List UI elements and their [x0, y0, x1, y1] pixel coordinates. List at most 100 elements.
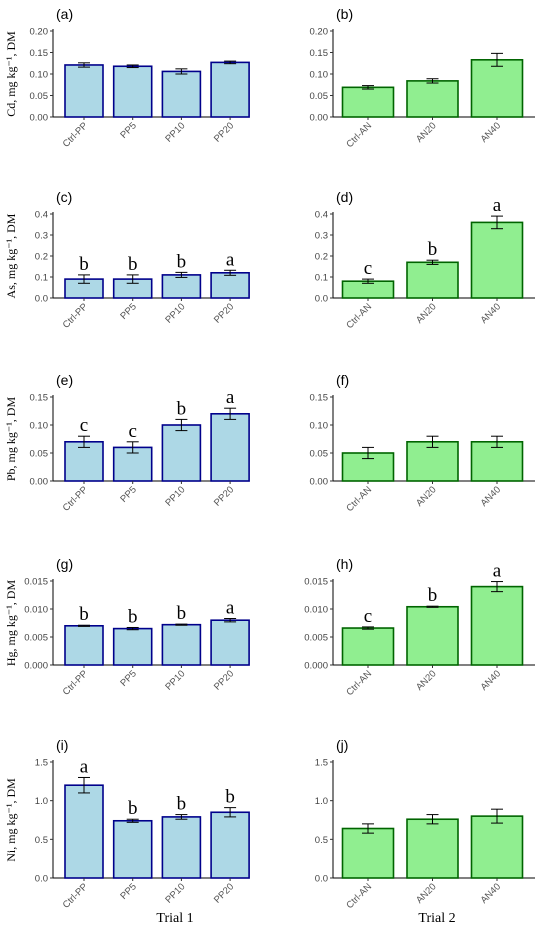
y-tick-label: 0.0 — [315, 294, 328, 305]
error-bar — [224, 60, 237, 65]
bar — [210, 412, 250, 482]
significance-letter: b — [128, 606, 138, 627]
y-tick-label: 0.05 — [30, 91, 49, 102]
x-tick-label: PP5 — [118, 301, 138, 321]
bar — [470, 440, 524, 482]
significance-letter: b — [177, 398, 187, 419]
significance-letter: b — [79, 254, 89, 275]
bar — [341, 86, 395, 118]
y-tick-label: 0.010 — [304, 605, 328, 616]
bar — [161, 816, 202, 879]
bar — [406, 605, 459, 666]
significance-letter: a — [226, 598, 235, 619]
significance-letter: a — [226, 387, 235, 408]
y-tick-label: 0.05 — [310, 91, 329, 102]
bar — [470, 815, 524, 879]
x-tick-label: AN20 — [414, 881, 439, 906]
error-bar — [175, 623, 188, 626]
y-tick-label: 1.0 — [35, 796, 48, 807]
y-tick-label: 0.1 — [315, 273, 328, 284]
x-tick-label: AN20 — [414, 301, 439, 326]
x-tick-label: PP10 — [163, 881, 187, 905]
y-tick-label: 0.015 — [304, 577, 328, 588]
error-bar — [224, 407, 237, 420]
y-tick-label: 1.5 — [35, 758, 48, 769]
y-tick-label: 0.15 — [310, 393, 329, 404]
error-bar — [78, 62, 90, 68]
y-tick-label: 0.010 — [24, 605, 48, 616]
x-tick-label: PP10 — [163, 484, 187, 508]
significance-letter: b — [428, 239, 438, 260]
panel-h: 0.000 0.005 0.010 0.015 (h) c Ctrl-AN b AN20 a AN4… — [304, 556, 535, 698]
y-axis-title: Pb, mg kg⁻¹, DM — [4, 397, 18, 482]
y-axis-title: As, mg kg⁻¹, DM — [4, 213, 18, 298]
error-bar — [426, 259, 439, 265]
panel-g: 0.000 0.005 0.010 0.015 (g) Hg, mg kg⁻¹, DM b C… — [4, 556, 250, 698]
y-axis-title: Hg, mg kg⁻¹, DM — [4, 580, 18, 667]
x-tick-label: AN40 — [479, 668, 504, 693]
bar — [406, 80, 459, 118]
error-bar — [426, 605, 439, 608]
y-axis-title: Ni, mg kg⁻¹, DM — [4, 778, 18, 862]
bar — [470, 585, 524, 666]
panel-j: 0.0 0.5 1.0 1.5 (j) Ctrl-AN AN20 AN40 — [315, 737, 535, 911]
error-bar — [78, 435, 90, 448]
y-tick-label: 0.005 — [304, 633, 328, 644]
error-bar — [491, 435, 503, 448]
y-tick-label: 0.0 — [35, 294, 48, 305]
error-bar — [426, 814, 439, 825]
y-tick-label: 0.2 — [315, 252, 328, 263]
y-tick-label: 0.0 — [315, 874, 328, 885]
significance-letter: a — [226, 249, 235, 270]
error-bar — [224, 807, 237, 818]
y-tick-label: 0.00 — [310, 477, 329, 488]
y-tick-label: 0.15 — [310, 48, 329, 59]
error-bar — [491, 808, 503, 824]
significance-letter: b — [428, 585, 438, 606]
error-bar — [126, 626, 139, 631]
bar — [406, 818, 459, 879]
y-tick-label: 0.20 — [310, 27, 329, 38]
x-tick-label: PP5 — [118, 484, 138, 504]
y-tick-label: 0.05 — [310, 449, 329, 460]
x-tick-label: PP10 — [163, 301, 187, 325]
panel-label: (h) — [336, 556, 353, 572]
significance-letter: c — [364, 606, 372, 627]
x-tick-label: AN40 — [479, 120, 504, 145]
x-tick-label: Ctrl-AN — [344, 120, 374, 150]
panel-f: 0.00 0.05 0.10 0.15 (f) Ctrl-AN AN20 AN40 — [310, 372, 535, 514]
panel-label: (g) — [56, 556, 73, 572]
error-bar — [78, 776, 90, 794]
bar — [406, 261, 459, 299]
panel-e: 0.00 0.05 0.10 0.15 (e) Pb, mg kg⁻¹, DM c Ctrl-… — [4, 372, 250, 514]
significance-letter: b — [128, 798, 138, 819]
panel-i: 0.0 0.5 1.0 1.5 (i) Ni, mg kg⁻¹, DM a Ctrl-PP b P… — [4, 737, 250, 911]
bar — [210, 619, 250, 666]
error-bar — [175, 418, 188, 432]
x-tick-label: Ctrl-AN — [344, 484, 374, 514]
panel-label: (f) — [336, 372, 349, 388]
error-bar — [126, 441, 139, 454]
significance-letter: a — [493, 195, 502, 216]
significance-letter: b — [177, 794, 187, 815]
bar — [161, 274, 202, 299]
error-bar — [126, 64, 139, 69]
x-tick-label: PP5 — [118, 881, 138, 901]
bar — [64, 64, 104, 118]
x-tick-label: PP5 — [118, 120, 138, 140]
error-bar — [426, 78, 439, 84]
x-tick-label: AN40 — [479, 881, 504, 906]
significance-letter: a — [493, 561, 502, 582]
y-tick-label: 0.15 — [30, 48, 49, 59]
error-bar — [78, 274, 90, 284]
error-bar — [175, 814, 188, 820]
y-tick-label: 0.005 — [24, 633, 48, 644]
y-tick-label: 0.000 — [304, 661, 328, 672]
y-tick-label: 0.1 — [35, 273, 48, 284]
x-tick-label: AN40 — [479, 484, 504, 509]
error-bar — [224, 618, 237, 623]
y-tick-label: 0.00 — [30, 477, 49, 488]
significance-letter: b — [177, 251, 187, 272]
y-tick-label: 0.15 — [30, 393, 49, 404]
panel-label: (i) — [56, 737, 68, 753]
